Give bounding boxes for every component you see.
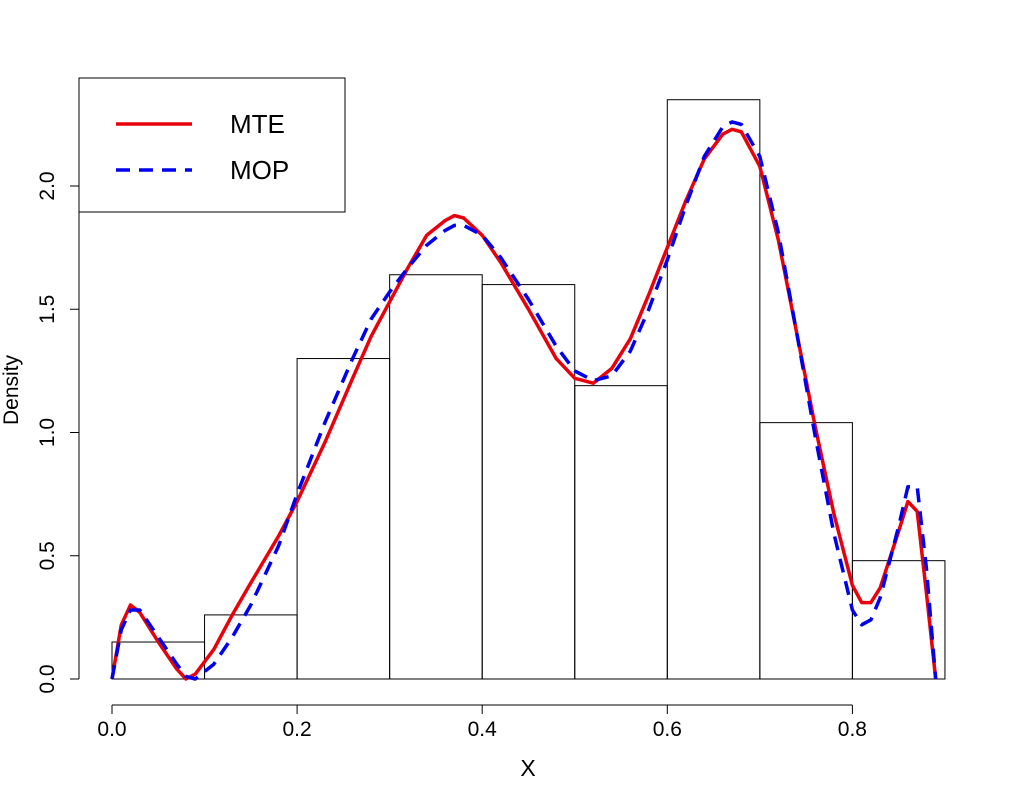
histogram-bar-6: [666, 99, 761, 680]
histogram-bar-3: [389, 274, 483, 680]
y-tick-label-0: 0.0: [36, 664, 59, 693]
density-curves: [110, 120, 938, 681]
y-tick-label-4: 2.0: [36, 171, 59, 200]
y-tick-label-2: 1.0: [36, 418, 59, 447]
x-tick-label-4: 0.8: [838, 718, 867, 741]
x-tick-label-0: 0.0: [97, 718, 126, 741]
histogram-bar-0: [111, 641, 206, 680]
histogram-bar-2: [296, 358, 391, 680]
x-axis-title: X: [520, 755, 535, 781]
histogram-bar-4: [481, 284, 576, 680]
histogram-bar-5: [574, 385, 668, 680]
histogram-bar-8: [851, 560, 946, 680]
y-tick-label-3: 1.5: [36, 295, 59, 324]
histogram-bar-1: [204, 614, 298, 680]
legend: MTE MOP: [78, 77, 346, 213]
histogram-bars: [111, 99, 946, 680]
x-tick-label-3: 0.6: [653, 718, 682, 741]
histogram-bar-7: [759, 422, 853, 680]
legend-label-mop: MOP: [230, 155, 289, 185]
axes: 0.0 0.2 0.4 0.6 0.8 0.0 0.5 1.0 1.5 2.0 X Density: [0, 171, 867, 781]
series-line-mop: [110, 120, 938, 681]
y-tick-label-1: 0.5: [36, 541, 59, 570]
x-tick-label-2: 0.4: [468, 718, 498, 741]
x-tick-label-1: 0.2: [282, 718, 311, 741]
legend-label-mte: MTE: [230, 109, 285, 139]
legend-box: [78, 77, 346, 213]
series-line-mte: [110, 127, 938, 681]
y-axis-title: Density: [0, 354, 23, 425]
